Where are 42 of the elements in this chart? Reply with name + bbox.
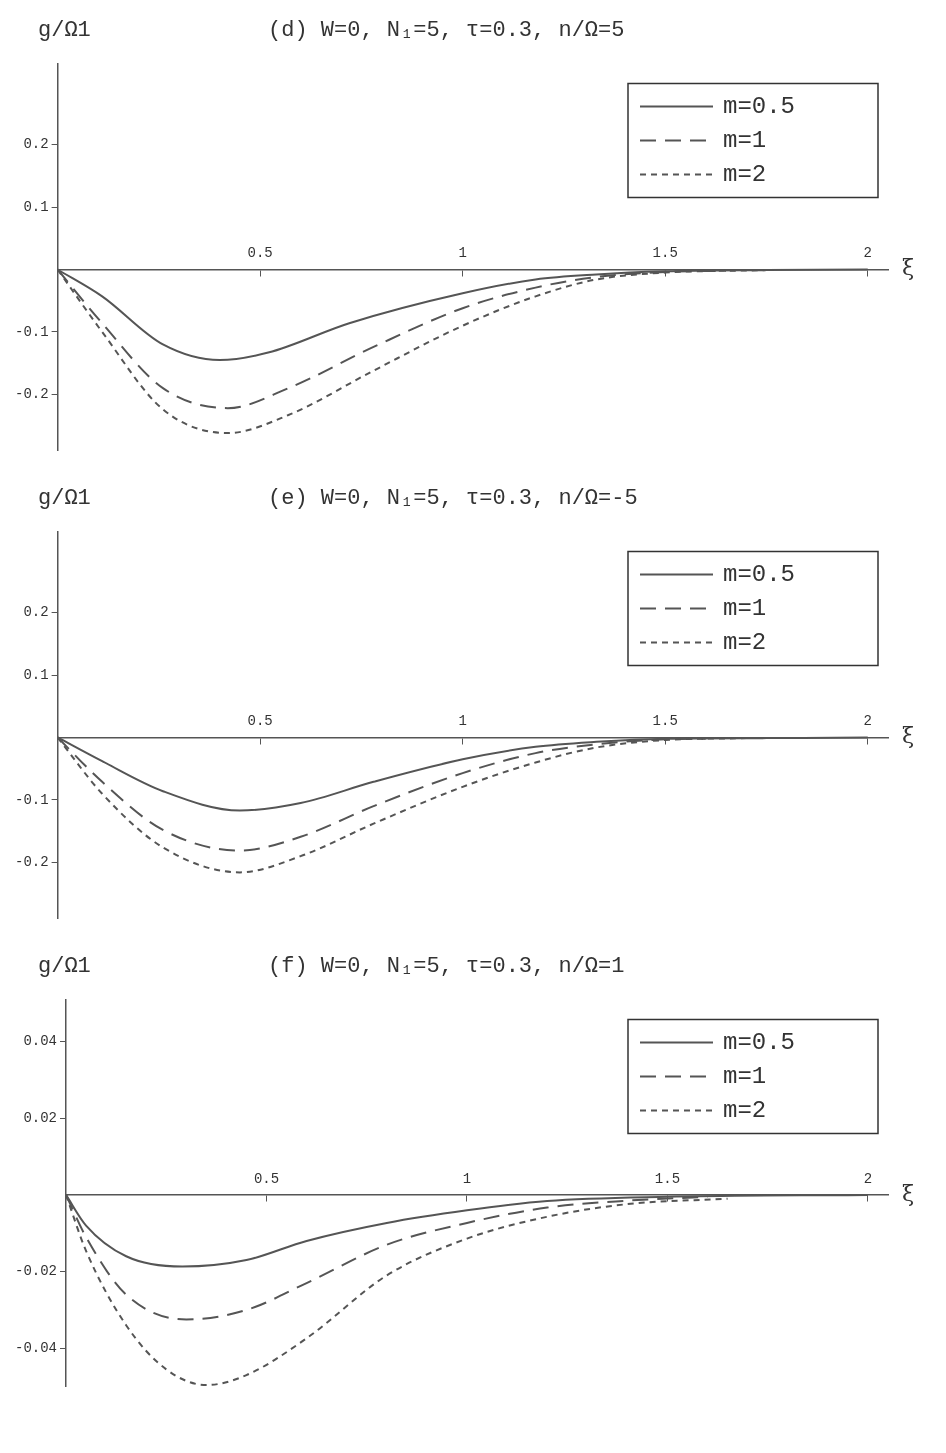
x-tick-label: 1 <box>462 1170 472 1187</box>
x-tick-label: 2 <box>863 245 872 262</box>
x-tick-label: 2 <box>863 713 872 730</box>
legend-label: m=2 <box>723 628 767 656</box>
x-tick-label: 1.5 <box>652 245 678 262</box>
legend-label: m=2 <box>723 1096 767 1124</box>
legend-label: m=0.5 <box>723 92 796 120</box>
x-tick-label: 2 <box>863 1170 873 1187</box>
legend-label: m=0.5 <box>723 1028 796 1056</box>
y-tick-label: 0.02 <box>23 1109 58 1126</box>
y-tick-label: -0.1 <box>15 791 49 808</box>
legend-label: m=1 <box>723 1062 767 1090</box>
y-tick-label: 0.04 <box>23 1033 58 1050</box>
y-axis-title: g/Ω1 <box>37 17 92 43</box>
y-axis-title: g/Ω1 <box>37 953 92 979</box>
legend-label: m=2 <box>723 160 767 188</box>
x-axis-title: ξ <box>902 723 915 749</box>
y-tick-label: 0.1 <box>23 198 49 215</box>
y-tick-label: -0.2 <box>15 854 49 871</box>
y-tick-label: -0.2 <box>15 386 49 403</box>
y-tick-label: 0.2 <box>23 604 49 621</box>
x-tick-label: 0.5 <box>253 1170 280 1187</box>
x-tick-label: 0.5 <box>247 713 273 730</box>
y-tick-label: -0.1 <box>15 323 49 340</box>
chart-title: (e) W=0, N₁=5, τ=0.3, n/Ω=-5 <box>267 485 638 511</box>
y-tick-label: 0.2 <box>23 136 49 153</box>
x-tick-label: 1 <box>458 245 467 262</box>
y-tick-label: -0.04 <box>14 1339 58 1356</box>
legend-label: m=0.5 <box>723 560 796 588</box>
chart-title: (f) W=0, N₁=5, τ=0.3, n/Ω=1 <box>267 953 625 979</box>
x-tick-label: 1 <box>458 713 467 730</box>
x-axis-title: ξ <box>902 1180 915 1206</box>
y-tick-label: -0.02 <box>14 1263 58 1280</box>
chart-title: (d) W=0, N₁=5, τ=0.3, n/Ω=5 <box>267 17 625 43</box>
legend-label: m=1 <box>723 126 767 154</box>
x-tick-label: 1.5 <box>654 1170 681 1187</box>
y-tick-label: 0.1 <box>23 666 49 683</box>
x-tick-label: 1.5 <box>652 713 678 730</box>
x-axis-title: ξ <box>902 255 915 281</box>
x-tick-label: 0.5 <box>247 245 273 262</box>
legend-label: m=1 <box>723 594 767 622</box>
y-axis-title: g/Ω1 <box>37 485 92 511</box>
